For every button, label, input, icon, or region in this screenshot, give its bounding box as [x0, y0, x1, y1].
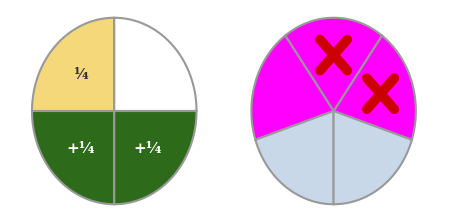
Polygon shape	[32, 111, 114, 204]
Text: +¹⁄₄: +¹⁄₄	[134, 142, 162, 156]
Polygon shape	[114, 18, 197, 111]
Polygon shape	[334, 36, 416, 140]
Text: ¹⁄₄: ¹⁄₄	[74, 68, 90, 82]
Polygon shape	[334, 111, 412, 204]
Polygon shape	[255, 111, 334, 204]
Text: +¹⁄₄: +¹⁄₄	[66, 142, 95, 156]
Polygon shape	[251, 36, 334, 140]
Polygon shape	[32, 18, 114, 111]
Polygon shape	[114, 111, 197, 204]
Polygon shape	[285, 18, 382, 111]
